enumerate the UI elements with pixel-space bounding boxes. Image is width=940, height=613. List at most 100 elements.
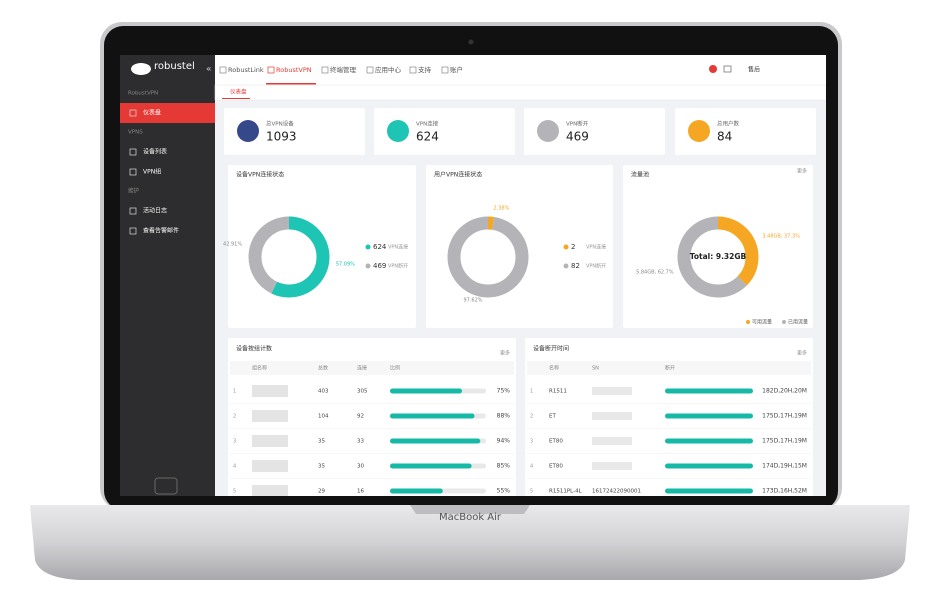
donut-segment	[447, 216, 529, 298]
duration: 182D,20H,20M	[762, 388, 807, 395]
row-index: 2	[530, 414, 533, 420]
blurred-name	[252, 410, 288, 422]
sidebar	[120, 55, 215, 496]
donut-segment	[248, 216, 330, 298]
brand: robustel	[154, 61, 195, 72]
sidebar-item[interactable]: 查看告警邮件	[143, 227, 179, 235]
stat-icon	[237, 120, 259, 142]
stat-card	[374, 108, 515, 155]
stat-value: 84	[717, 130, 732, 144]
column-header: 总数	[318, 365, 328, 372]
table-header	[527, 361, 811, 375]
percent-label: 97.62%	[463, 297, 482, 303]
blurred-sn	[592, 437, 632, 445]
stat-icon	[688, 120, 710, 142]
sidebar-item[interactable]: 设备列表	[143, 148, 167, 156]
percent-label: 57.09%	[336, 262, 355, 268]
stat-card	[524, 108, 665, 155]
column-header: SN	[592, 366, 599, 372]
blurred-sn	[592, 412, 632, 420]
duration: 175D,17H,19M	[762, 413, 807, 420]
legend-dot	[563, 263, 569, 269]
legend-dot	[365, 244, 371, 250]
vpn-lock-icon	[154, 477, 178, 495]
connected: 16	[357, 489, 364, 495]
ratio-bar	[390, 438, 481, 444]
blurred-name	[252, 385, 288, 397]
device-name: ET	[549, 414, 556, 420]
column-header: 比例	[390, 365, 400, 372]
column-header: 名称	[549, 365, 559, 372]
sidebar-icon	[129, 207, 137, 215]
user-icon	[723, 65, 732, 73]
more-link[interactable]: 更多	[797, 168, 807, 175]
total: 104	[318, 414, 329, 420]
stat-label: VPN连接	[416, 120, 439, 128]
percent-label: 2.38%	[493, 206, 509, 212]
legend-dot	[746, 320, 750, 324]
sidebar-section: 维护	[128, 187, 140, 195]
row-index: 1	[233, 389, 236, 395]
user-name[interactable]: 售后	[748, 66, 760, 74]
notification-badge[interactable]	[709, 65, 717, 73]
table-header	[230, 361, 514, 375]
row-index: 5	[530, 489, 533, 495]
stat-label: VPN断开	[566, 120, 589, 128]
nav-tab[interactable]: 终端管理	[330, 65, 357, 74]
ratio-bar	[390, 488, 443, 494]
breadcrumb[interactable]: 仪表盘	[230, 88, 247, 96]
legend-dot	[782, 320, 786, 324]
column-header: 组名称	[252, 365, 267, 372]
stat-icon	[537, 120, 559, 142]
chart-title: 设备VPN连接状态	[236, 171, 284, 179]
nav-tab[interactable]: 应用中心	[375, 65, 402, 74]
stat-value: 1093	[266, 130, 297, 144]
duration: 173D,16H,52M	[762, 488, 807, 495]
legend-name: VPN断开	[586, 263, 606, 270]
breadcrumb-line	[222, 98, 250, 99]
sidebar-item[interactable]: VPN组	[143, 168, 161, 176]
nav-icon	[321, 66, 329, 74]
sidebar-icon	[129, 227, 137, 235]
sidebar-item[interactable]: 仪表盘	[143, 109, 161, 117]
chart-title: 流量池	[631, 171, 649, 179]
more-link[interactable]: 更多	[500, 350, 510, 357]
device-name: ET80	[549, 464, 563, 470]
nav-tab[interactable]: RobustLink	[228, 66, 264, 74]
chart-card	[623, 165, 813, 328]
blurred-sn	[592, 462, 632, 470]
camera	[468, 39, 474, 45]
ratio-label: 75%	[497, 388, 511, 395]
nav-tab[interactable]: 账户	[450, 65, 463, 74]
tab-bar	[214, 84, 826, 101]
device-name: ET80	[549, 439, 563, 445]
total: 35	[318, 439, 325, 445]
total: 29	[318, 489, 325, 495]
stat-value: 469	[566, 130, 589, 144]
duration: 175D,17H,19M	[762, 438, 807, 445]
stat-value: 624	[416, 130, 439, 144]
device-name: R1511PL-4L	[549, 489, 583, 495]
sidebar-active	[120, 103, 215, 123]
percent-label: 5.84GB, 62.7%	[636, 269, 674, 275]
legend-name: VPN断开	[388, 263, 408, 270]
legend-count: 469	[373, 262, 386, 270]
sidebar-item[interactable]: 活动日志	[143, 207, 167, 215]
column-header: 连接	[357, 365, 367, 372]
ratio-label: 88%	[497, 413, 511, 420]
collapse-icon[interactable]: «	[206, 65, 212, 75]
row-index: 2	[233, 414, 236, 420]
ratio-bar	[390, 413, 475, 419]
logo-cloud	[131, 63, 151, 75]
nav-icon	[366, 66, 374, 74]
nav-underline	[266, 83, 316, 85]
more-link[interactable]: 更多	[797, 350, 807, 357]
nav-tab[interactable]: RobustVPN	[276, 66, 312, 74]
row-index: 4	[530, 464, 533, 470]
donut-center: Total: 9.32GB	[690, 252, 747, 261]
connected: 30	[357, 464, 364, 470]
stat-card	[675, 108, 816, 155]
nav-tab[interactable]: 支持	[418, 65, 432, 74]
blurred-name	[252, 485, 288, 496]
